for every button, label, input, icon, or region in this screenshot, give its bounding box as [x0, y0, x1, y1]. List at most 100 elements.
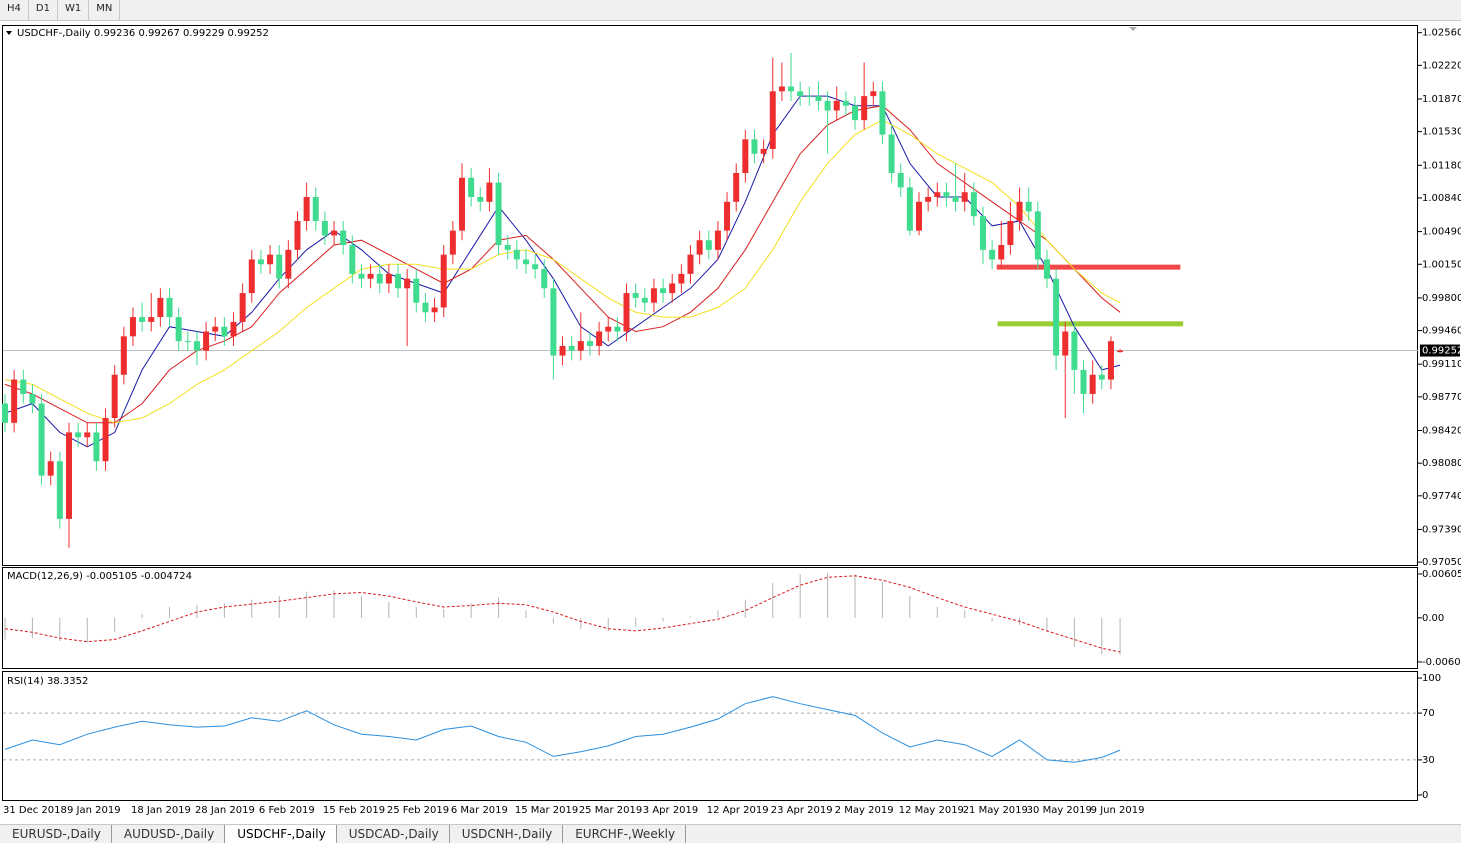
- chart: USDCHF-,Daily 0.99236 0.99267 0.99229 0.…: [2, 25, 1461, 816]
- timeframe-button[interactable]: D1: [29, 0, 58, 20]
- candle-body: [623, 293, 630, 332]
- x-tick-label: 25 Feb 2019: [387, 805, 449, 816]
- y-tick-label: 0.00: [1422, 613, 1444, 624]
- y-tick-label: 0.98770: [1422, 392, 1461, 403]
- y-tick-label: 70: [1422, 708, 1435, 719]
- candle-body: [577, 341, 584, 351]
- candle-body: [267, 254, 274, 265]
- candle-body: [2, 403, 8, 423]
- candle-body: [486, 182, 493, 202]
- candle-body: [925, 196, 932, 202]
- indicator-line: [4, 95, 1121, 448]
- candle-body: [358, 273, 365, 279]
- y-tick-label: 0: [1422, 790, 1428, 801]
- timeframe-button[interactable]: H4: [0, 0, 29, 20]
- y-tick-label: 0.97390: [1422, 524, 1461, 535]
- symbol-tab[interactable]: AUDUSD-,Daily: [112, 825, 226, 843]
- symbol-tabs: EURUSD-,Daily AUDUSD-,Daily USDCHF-,Daily U…: [0, 824, 1461, 843]
- x-tick-label: 31 Dec 2018: [3, 805, 67, 816]
- symbol-tab[interactable]: USDCHF-,Daily: [225, 825, 337, 843]
- candle-body: [212, 326, 219, 332]
- candle-body: [1098, 374, 1105, 380]
- timeframe-button[interactable]: W1: [58, 0, 90, 20]
- candle-body: [669, 283, 676, 294]
- candle-body: [605, 326, 612, 332]
- candle-body: [797, 91, 804, 97]
- candle-body: [696, 240, 703, 255]
- candle-body: [11, 379, 18, 423]
- candle-body: [678, 273, 685, 284]
- x-tick-label: 2 May 2019: [835, 805, 894, 816]
- indicator-line: [4, 119, 1121, 424]
- y-tick-label: 0.98080: [1422, 458, 1461, 469]
- candle-body: [38, 403, 45, 476]
- rsi-frame: [2, 671, 1418, 801]
- y-tick-label: 1.02560: [1422, 28, 1461, 39]
- candle-body: [230, 321, 237, 337]
- indicator-line: [4, 105, 1121, 424]
- candle-body: [413, 278, 420, 303]
- candle-body: [788, 86, 795, 92]
- candle-body: [916, 201, 922, 231]
- candle-body: [193, 341, 200, 351]
- y-tick-label: 0.99800: [1422, 293, 1461, 304]
- symbol-tab[interactable]: USDCAD-,Daily: [337, 825, 450, 843]
- candle-body: [449, 230, 456, 255]
- candle-body: [495, 182, 502, 246]
- last-open: 0.99236: [94, 28, 135, 39]
- candle-body: [139, 317, 146, 322]
- candle-body: [870, 91, 877, 97]
- candle-body: [340, 230, 347, 246]
- candle-body: [459, 177, 465, 231]
- candle-body: [888, 134, 895, 173]
- indicator-line: [4, 575, 1121, 653]
- candle-body: [1007, 221, 1014, 246]
- candle-body: [806, 96, 813, 98]
- candle-body: [376, 273, 383, 284]
- candle-body: [175, 317, 182, 342]
- indicator-line: [4, 696, 1121, 763]
- timeframe-button[interactable]: MN: [89, 0, 121, 20]
- candle-body: [47, 461, 54, 476]
- candle-body: [714, 230, 721, 250]
- candle-body: [1089, 374, 1096, 394]
- candle-body: [468, 177, 475, 197]
- candle-body: [1043, 259, 1050, 279]
- candle-body: [596, 331, 603, 346]
- candle-body: [815, 96, 822, 101]
- y-tick-label: 0.99460: [1422, 326, 1461, 337]
- y-tick-label: 0.98420: [1422, 425, 1461, 436]
- candle-body: [833, 100, 840, 111]
- candle-body: [961, 192, 968, 202]
- symbol-tab[interactable]: EURUSD-,Daily: [0, 825, 112, 843]
- candle-body: [1016, 201, 1023, 222]
- menu-arrow[interactable]: [6, 31, 12, 35]
- symbol-tab[interactable]: USDCNH-,Daily: [450, 825, 564, 843]
- symbol: USDCHF-,Daily: [17, 28, 91, 39]
- candle-body: [440, 254, 447, 308]
- candle-body: [56, 461, 63, 519]
- symbol-tab[interactable]: EURCHF-,Weekly: [563, 825, 687, 843]
- price-tag: [1420, 344, 1460, 357]
- candle-body: [248, 259, 255, 294]
- level-line: [997, 321, 1184, 327]
- candle-body: [303, 196, 310, 222]
- candle-body: [294, 221, 301, 250]
- candle-body: [184, 341, 191, 343]
- candle-body: [879, 91, 886, 135]
- candle-body: [203, 331, 210, 351]
- candle-body: [75, 432, 82, 438]
- candle-body: [1034, 211, 1041, 260]
- candle-body: [641, 297, 648, 303]
- candle-body: [504, 245, 511, 250]
- rsi-value: 38.3352: [47, 676, 88, 687]
- x-tick-label: 21 May 2019: [963, 805, 1028, 816]
- x-tick-label: 15 Feb 2019: [323, 805, 385, 816]
- candle-body: [431, 307, 438, 313]
- candle-body: [367, 273, 374, 279]
- candle-body: [842, 100, 849, 106]
- candle-body: [422, 302, 429, 313]
- main-header: USDCHF-,Daily 0.99236 0.99267 0.99229 0.…: [17, 28, 269, 39]
- y-tick-label: 1.00490: [1422, 227, 1461, 238]
- candle-body: [1107, 341, 1114, 380]
